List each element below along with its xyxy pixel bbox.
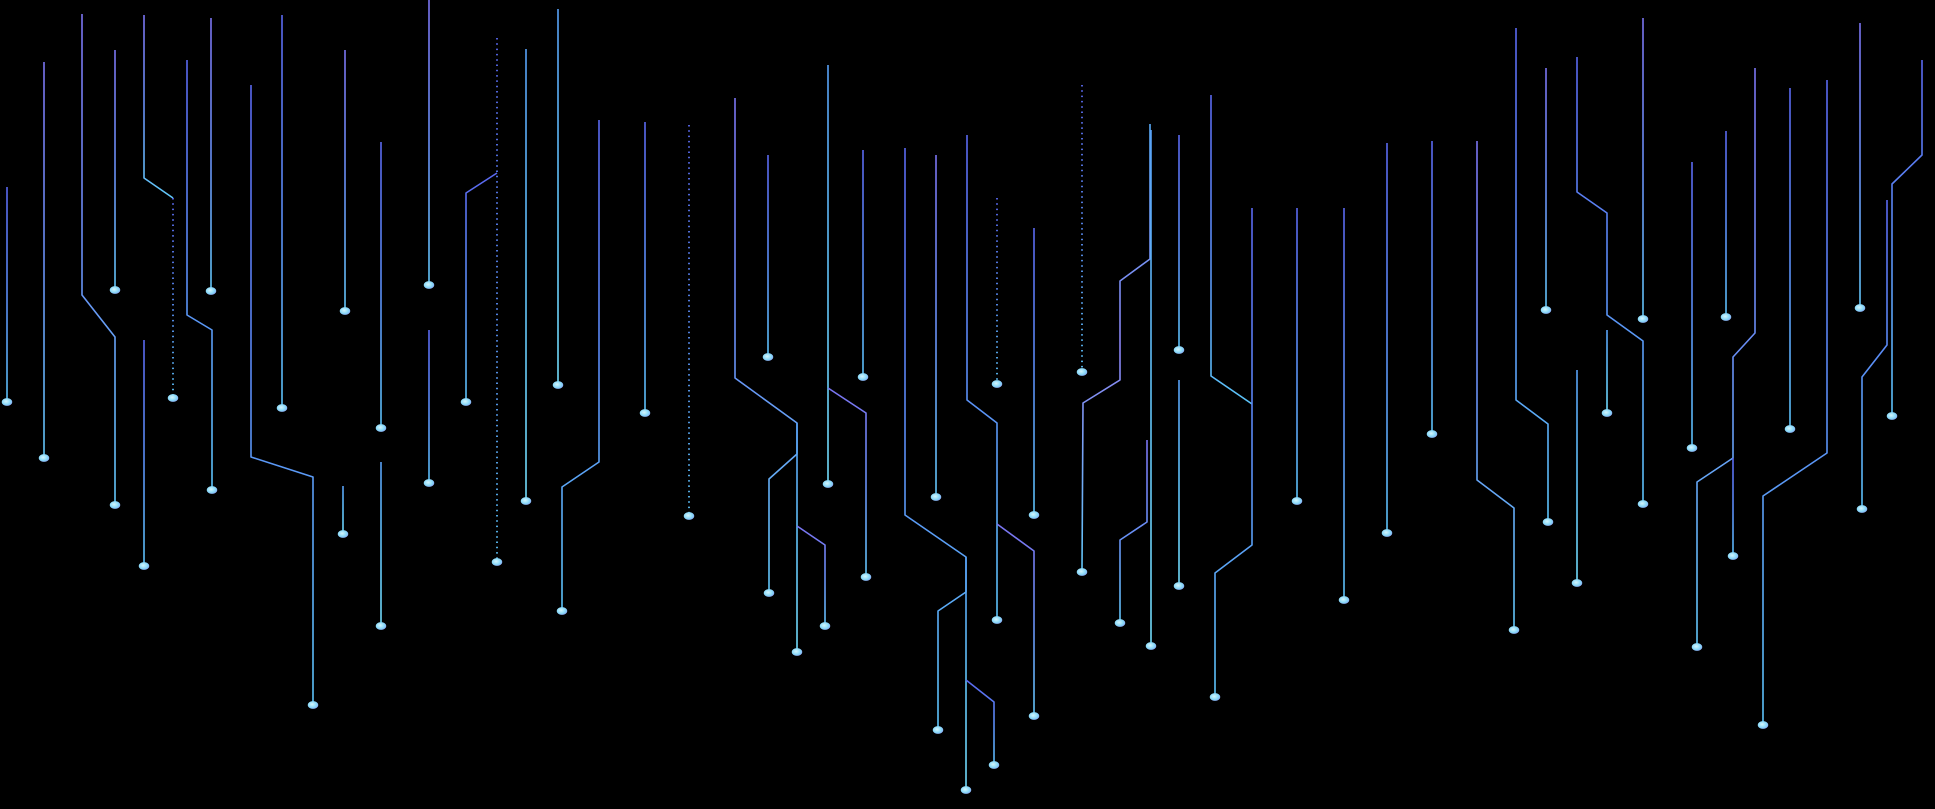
line-end-dot [375,424,387,432]
line-end-dot [1686,444,1698,452]
line-end-dot [1854,304,1866,312]
line-end-dot [1571,579,1583,587]
circuit-line [734,98,798,591]
line-end-dot [1381,529,1393,537]
circuit-line [1861,200,1888,507]
circuit-line [1891,60,1923,414]
line-end-dot [1173,582,1185,590]
line-end-dot [819,622,831,630]
line-end-dot [1028,712,1040,720]
line-end-dot [206,486,218,494]
line-end-dot [1508,626,1520,634]
line-end-dot [932,726,944,734]
circuit-line [1762,80,1828,723]
line-end-dot [988,761,1000,769]
line-end-dot [138,562,150,570]
line-end-dot [1173,346,1185,354]
line-end-dot [375,622,387,630]
circuit-line [250,85,314,703]
circuit-line [1081,124,1151,571]
line-end-dot [762,353,774,361]
line-end-dot [556,607,568,615]
line-end-dot [991,380,1003,388]
line-end-dot [109,501,121,509]
circuit-line [1210,95,1253,405]
circuit-line [561,120,600,609]
circuit-line [1576,57,1644,502]
circuit-line [1476,141,1515,628]
line-end-dot [276,404,288,412]
line-end-dot [1691,643,1703,651]
line-end-dot [1720,313,1732,321]
line-end-dot [763,589,775,597]
circuit-line [81,14,116,503]
line-end-dot [1601,409,1613,417]
circuit-line [186,60,213,488]
line-end-dot [1542,518,1554,526]
line-end-dot [791,648,803,656]
line-end-dot [491,558,503,566]
line-end-dot [1338,596,1350,604]
line-end-dot [109,286,121,294]
line-end-dot [552,381,564,389]
line-end-dot [1,398,13,406]
line-end-dot [639,409,651,417]
line-end-dot [1426,430,1438,438]
line-end-dot [337,530,349,538]
line-end-dot [423,479,435,487]
line-end-dot [38,454,50,462]
line-end-dot [1637,500,1649,508]
line-end-dot [1757,721,1769,729]
circuit-line [966,135,998,618]
line-end-dot [205,287,217,295]
circuit-line [827,387,867,575]
circuit-line [143,15,174,199]
circuit-line [796,525,826,624]
line-end-dot [520,497,532,505]
line-end-dot [822,480,834,488]
line-end-dot [1886,412,1898,420]
line-end-dot [683,512,695,520]
line-end-dot [167,394,179,402]
line-end-dot [1727,552,1739,560]
circuit-line [1696,68,1756,645]
line-end-dot [1540,306,1552,314]
line-end-dot [1114,619,1126,627]
line-end-dot [1076,568,1088,576]
line-end-dot [460,398,472,406]
line-end-dot [1209,693,1221,701]
line-end-dot [339,307,351,315]
line-end-dot [1145,642,1157,650]
line-end-dot [991,616,1003,624]
circuit-line [1214,208,1253,695]
line-end-dot [1291,497,1303,505]
line-end-dot [930,493,942,501]
circuit-line [965,679,995,763]
line-end-dot [1856,505,1868,513]
circuit-line [1515,28,1549,520]
circuit-line [465,172,498,400]
line-end-dot [860,573,872,581]
line-end-dot [857,373,869,381]
line-end-dot [307,701,319,709]
line-end-dot [1076,368,1088,376]
line-end-dot [1784,425,1796,433]
line-end-dot [423,281,435,289]
line-end-dot [1028,511,1040,519]
circuit-line [1119,440,1148,621]
circuit-line [996,523,1035,714]
line-end-dot [1637,315,1649,323]
line-end-dot [960,786,972,794]
